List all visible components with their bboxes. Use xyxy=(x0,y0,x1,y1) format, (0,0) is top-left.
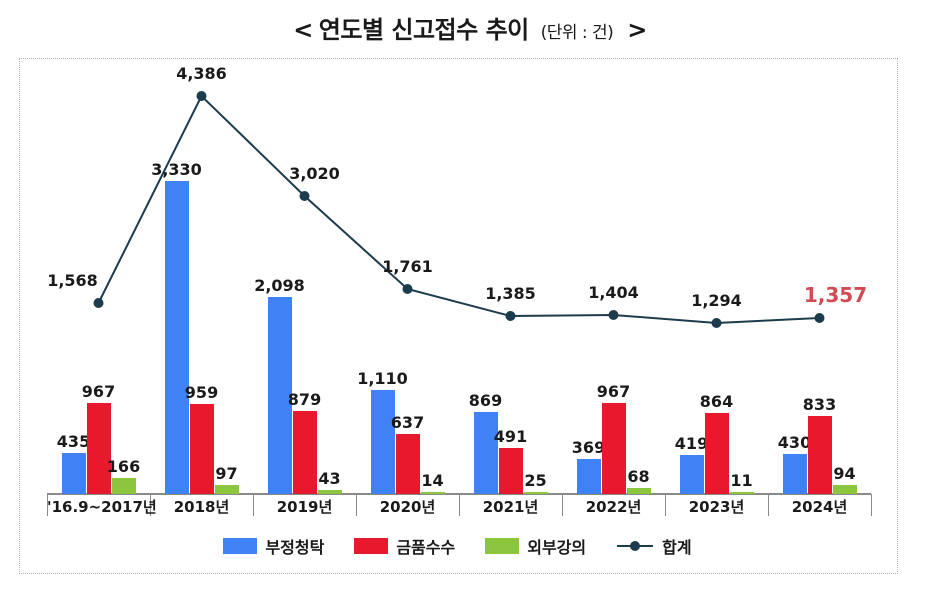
legend-item: 외부강의 xyxy=(485,534,586,558)
bar-value-label: 879 xyxy=(287,390,322,409)
x-axis-tick xyxy=(871,494,872,516)
bar-segment xyxy=(214,485,239,494)
bar-value-label: 491 xyxy=(493,427,528,446)
bar-value-label: 869 xyxy=(468,391,503,410)
legend-swatch xyxy=(354,538,389,554)
x-axis-tick xyxy=(562,494,563,516)
legend-label: 부정청탁 xyxy=(265,538,325,557)
legend-label: 외부강의 xyxy=(527,538,587,557)
x-axis-tick xyxy=(665,494,666,516)
bar-value-label: 967 xyxy=(596,382,631,401)
bar-value-label: 419 xyxy=(674,434,709,453)
category-label: 2023년 xyxy=(688,498,745,516)
bar-segment xyxy=(189,404,214,494)
line-value-label: 3,020 xyxy=(289,164,340,183)
bar-value-label: 369 xyxy=(571,438,606,457)
x-axis-tick xyxy=(253,494,254,516)
line-value-label: 1,568 xyxy=(47,271,98,290)
bar-segment xyxy=(729,492,754,494)
bar-value-label: 11 xyxy=(730,471,753,490)
bar-segment xyxy=(86,403,111,494)
bar-segment xyxy=(317,490,342,494)
bar-value-label: 833 xyxy=(802,395,837,414)
title-unit: (단위 : 건) xyxy=(540,23,614,43)
bar-value-label: 25 xyxy=(524,471,547,490)
bar-value-label: 637 xyxy=(390,413,425,432)
legend-label: 금품수수 xyxy=(396,538,456,557)
bar-value-label: 94 xyxy=(833,464,856,483)
legend-line-marker-icon xyxy=(617,541,654,551)
bar-segment xyxy=(267,297,292,494)
bar-segment xyxy=(111,478,136,494)
bar-segment xyxy=(704,413,729,494)
category-label: 2018년 xyxy=(173,498,230,516)
bar-segment xyxy=(370,390,395,494)
line-value-label: 1,385 xyxy=(485,284,536,303)
title-bracket-open: < xyxy=(293,16,313,44)
x-axis-tick xyxy=(47,494,48,516)
category-label: 2019년 xyxy=(276,498,333,516)
bar-segment xyxy=(498,448,523,494)
x-axis-tick xyxy=(356,494,357,516)
bar-segment xyxy=(807,416,832,494)
line-value-label: 4,386 xyxy=(176,64,227,83)
category-label: '16.9~2017년 xyxy=(47,498,157,516)
bar-segment xyxy=(576,459,601,494)
bar-value-label: 68 xyxy=(627,467,650,486)
bar-segment xyxy=(679,455,704,494)
bar-segment xyxy=(164,181,189,494)
chart-legend: 부정청탁 금품수수 외부강의 합계 xyxy=(19,534,896,558)
bar-segment xyxy=(626,488,651,494)
line-value-label: 1,294 xyxy=(691,291,742,310)
bar-segment xyxy=(832,485,857,494)
title-bracket-close: > xyxy=(627,16,647,44)
category-label: 2024년 xyxy=(791,498,848,516)
bar-segment xyxy=(292,411,317,494)
bar-segment xyxy=(523,492,548,494)
bar-value-label: 967 xyxy=(81,382,116,401)
bar-value-label: 97 xyxy=(215,464,238,483)
legend-item: 부정청탁 xyxy=(223,534,324,558)
x-axis-tick xyxy=(459,494,460,516)
legend-item: 합계 xyxy=(616,534,692,558)
category-label: 2020년 xyxy=(379,498,436,516)
chart-title: < 연도별 신고접수 추이 (단위 : 건) > xyxy=(0,10,940,45)
bar-value-label: 43 xyxy=(318,469,341,488)
bar-segment xyxy=(395,434,420,494)
bar-value-label: 3,330 xyxy=(151,160,202,179)
x-axis-tick xyxy=(768,494,769,516)
legend-swatch xyxy=(485,538,520,554)
title-text: 연도별 신고접수 추이 xyxy=(318,16,529,44)
legend-item: 금품수수 xyxy=(354,534,455,558)
bar-value-label: 14 xyxy=(421,471,444,490)
bar-segment xyxy=(473,412,498,494)
bar-segment xyxy=(61,453,86,494)
bar-segment xyxy=(601,403,626,494)
bar-value-label: 435 xyxy=(56,432,91,451)
line-value-label: 1,404 xyxy=(588,283,639,302)
bar-value-label: 2,098 xyxy=(254,276,305,295)
bar-value-label: 1,110 xyxy=(357,369,408,388)
legend-swatch xyxy=(223,538,258,554)
bar-value-label: 864 xyxy=(699,392,734,411)
legend-label: 합계 xyxy=(662,538,692,557)
bar-value-label: 430 xyxy=(777,433,812,452)
category-label: 2021년 xyxy=(482,498,539,516)
bar-value-label: 166 xyxy=(106,457,141,476)
line-value-label: 1,761 xyxy=(382,257,433,276)
bar-segment xyxy=(420,492,445,494)
bar-value-label: 959 xyxy=(184,383,219,402)
bar-segment xyxy=(782,454,807,494)
category-label: 2022년 xyxy=(585,498,642,516)
line-value-label: 1,357 xyxy=(803,283,868,307)
x-axis-tick xyxy=(150,494,151,516)
